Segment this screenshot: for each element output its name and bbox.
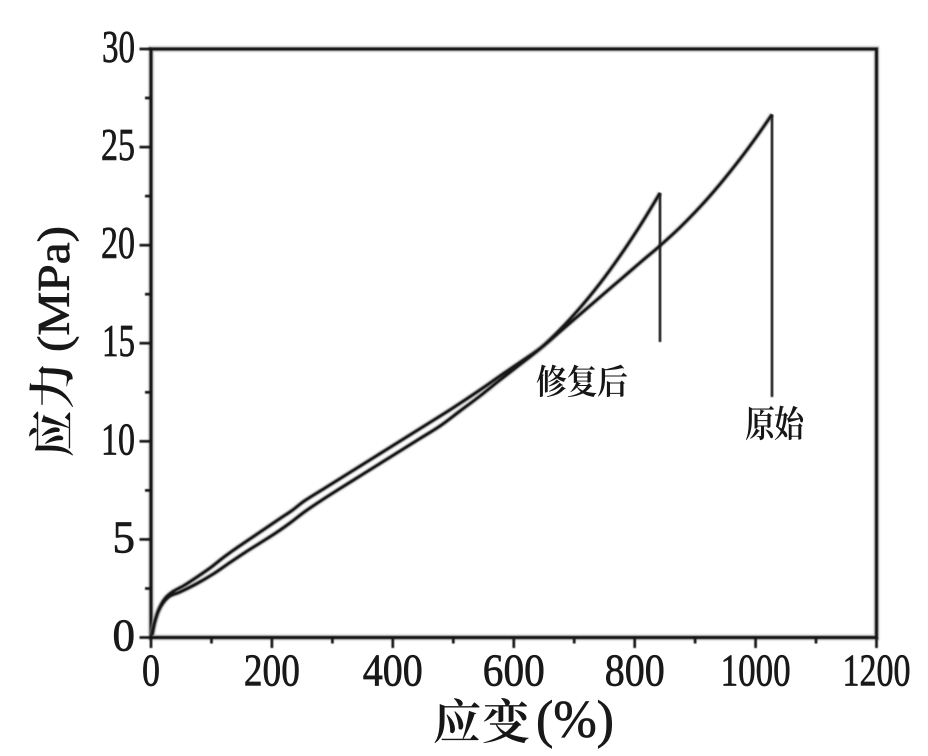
- svg-text:(MPa): (MPa): [29, 226, 79, 352]
- svg-text:20: 20: [101, 218, 135, 268]
- svg-text:10: 10: [101, 414, 135, 464]
- svg-text:5: 5: [113, 512, 136, 562]
- svg-text:1000: 1000: [721, 646, 791, 696]
- svg-text:1200: 1200: [843, 646, 911, 696]
- svg-text:25: 25: [101, 120, 135, 170]
- svg-text:0: 0: [142, 646, 160, 696]
- svg-text:(%): (%): [536, 691, 614, 749]
- svg-text:400: 400: [363, 646, 423, 696]
- svg-text:200: 200: [244, 646, 300, 696]
- svg-text:0: 0: [113, 611, 136, 661]
- svg-text:800: 800: [605, 646, 665, 696]
- svg-text:15: 15: [102, 316, 135, 366]
- svg-text:30: 30: [102, 22, 135, 72]
- svg-text:600: 600: [483, 646, 545, 696]
